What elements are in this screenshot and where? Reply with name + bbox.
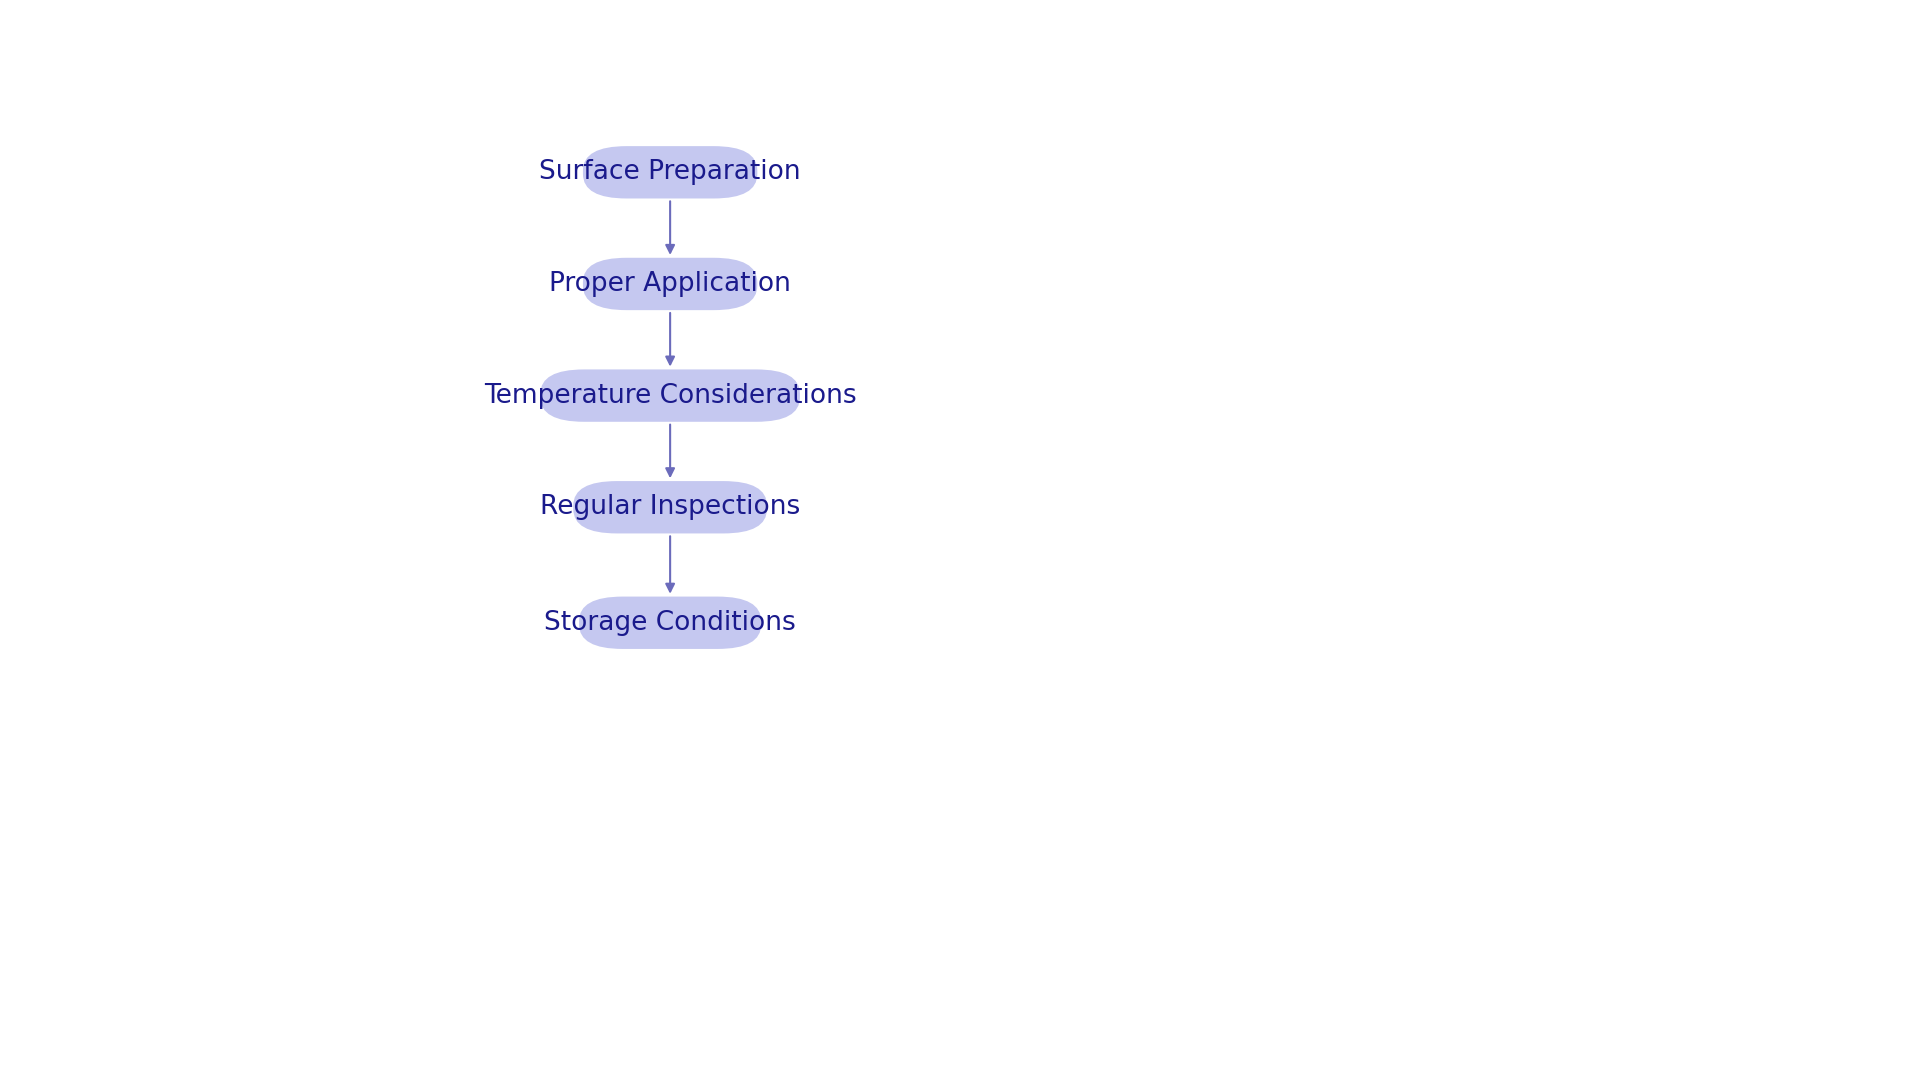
Text: Regular Inspections: Regular Inspections bbox=[540, 494, 801, 520]
FancyBboxPatch shape bbox=[574, 481, 766, 534]
Text: Surface Preparation: Surface Preparation bbox=[540, 159, 801, 185]
Text: Storage Conditions: Storage Conditions bbox=[543, 610, 797, 636]
FancyBboxPatch shape bbox=[584, 146, 756, 198]
Text: Proper Application: Proper Application bbox=[549, 271, 791, 297]
Text: Temperature Considerations: Temperature Considerations bbox=[484, 382, 856, 408]
FancyBboxPatch shape bbox=[580, 597, 760, 649]
FancyBboxPatch shape bbox=[584, 258, 756, 310]
FancyBboxPatch shape bbox=[540, 369, 801, 421]
